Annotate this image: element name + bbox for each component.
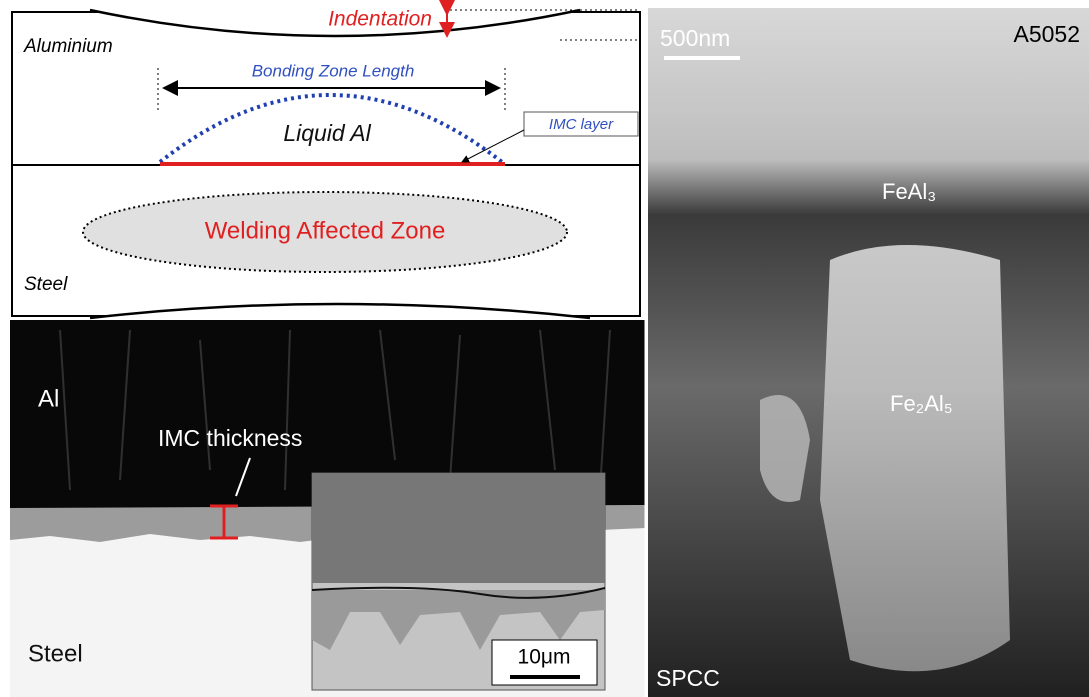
aluminium-label: Aluminium <box>23 36 113 57</box>
indentation-label: Indentation <box>328 8 432 31</box>
inset-scale-label: 10μm <box>518 646 571 669</box>
figure: Indentation Aluminium Bonding Zone Lengt… <box>0 0 1089 697</box>
tem-image: 500nm A5052 FeAl₃ Fe₂Al₅ SPCC <box>648 8 1089 697</box>
imc-thickness-label: IMC thickness <box>158 425 302 451</box>
sem-image: Al IMC thickness Steel 10μm <box>10 320 645 697</box>
tem-scale-label: 500nm <box>660 25 730 51</box>
welding-zone-label: Welding Affected Zone <box>205 217 446 244</box>
tem-phase-label: FeAl₃ <box>882 179 936 204</box>
bonding-zone-label: Bonding Zone Length <box>252 61 415 80</box>
liquid-al-label: Liquid Al <box>283 120 371 146</box>
schematic: Indentation Aluminium Bonding Zone Lengt… <box>12 8 640 318</box>
steel-label: Steel <box>24 274 68 295</box>
tem-a5052-label: A5052 <box>1013 21 1080 47</box>
inset-top <box>312 473 605 583</box>
sem-steel-label: Steel <box>28 640 83 667</box>
imc-layer-label: IMC layer <box>549 116 614 133</box>
tem-spcc-label: SPCC <box>656 665 720 691</box>
tem-phase-label: Fe₂Al₅ <box>890 391 953 416</box>
sem-al-label: Al <box>38 385 59 412</box>
tem-grain <box>820 245 1010 671</box>
